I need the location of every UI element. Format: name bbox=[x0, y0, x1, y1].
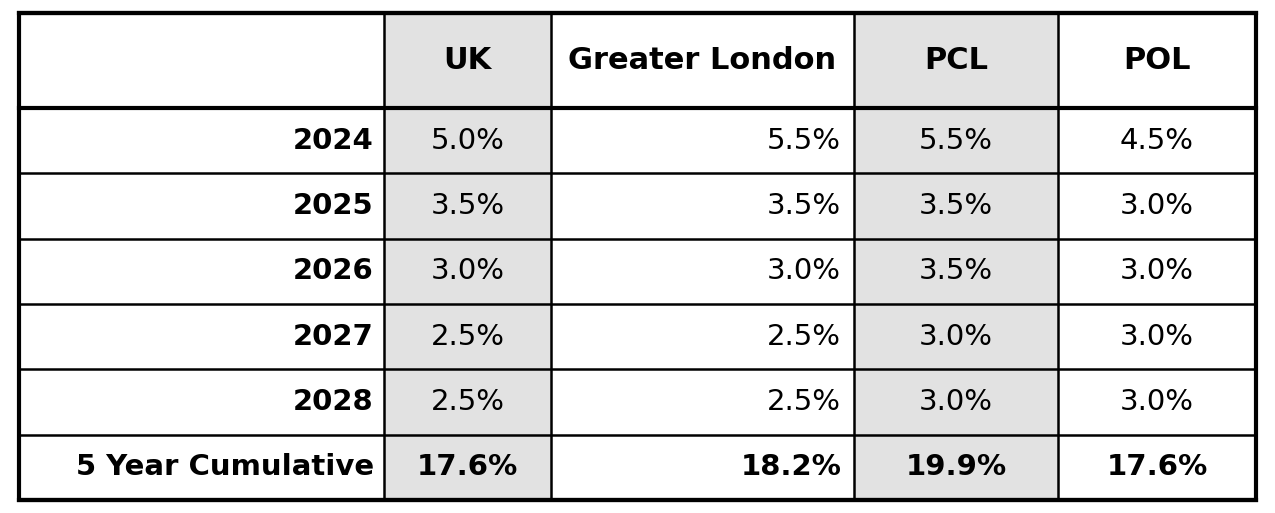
Text: UK: UK bbox=[444, 46, 492, 75]
Text: 3.5%: 3.5% bbox=[431, 192, 505, 220]
Text: 3.0%: 3.0% bbox=[1119, 192, 1193, 220]
Text: 5.5%: 5.5% bbox=[919, 127, 993, 154]
Text: 3.0%: 3.0% bbox=[431, 258, 505, 285]
Text: 3.0%: 3.0% bbox=[919, 388, 993, 416]
Text: 17.6%: 17.6% bbox=[1107, 453, 1207, 482]
Text: 3.0%: 3.0% bbox=[1119, 258, 1193, 285]
Text: 3.5%: 3.5% bbox=[919, 258, 993, 285]
Text: 5 Year Cumulative: 5 Year Cumulative bbox=[75, 453, 374, 482]
Bar bbox=[854, 13, 1058, 500]
Text: 18.2%: 18.2% bbox=[741, 453, 842, 482]
Text: 19.9%: 19.9% bbox=[905, 453, 1006, 482]
Bar bbox=[384, 13, 551, 500]
Text: 17.6%: 17.6% bbox=[417, 453, 518, 482]
Text: 3.5%: 3.5% bbox=[768, 192, 842, 220]
Text: 3.0%: 3.0% bbox=[768, 258, 842, 285]
Text: Greater London: Greater London bbox=[569, 46, 836, 75]
Text: 5.0%: 5.0% bbox=[431, 127, 505, 154]
Text: 3.0%: 3.0% bbox=[1119, 388, 1193, 416]
Text: 2028: 2028 bbox=[293, 388, 374, 416]
Text: 2.5%: 2.5% bbox=[431, 388, 505, 416]
Text: 2.5%: 2.5% bbox=[431, 323, 505, 351]
Text: 3.5%: 3.5% bbox=[919, 192, 993, 220]
Text: 2024: 2024 bbox=[293, 127, 374, 154]
Text: POL: POL bbox=[1123, 46, 1191, 75]
Text: 2025: 2025 bbox=[293, 192, 374, 220]
Text: 3.0%: 3.0% bbox=[919, 323, 993, 351]
Text: 5.5%: 5.5% bbox=[768, 127, 842, 154]
Text: 2.5%: 2.5% bbox=[768, 388, 842, 416]
Text: 2026: 2026 bbox=[293, 258, 374, 285]
Text: PCL: PCL bbox=[924, 46, 988, 75]
Text: 2.5%: 2.5% bbox=[768, 323, 842, 351]
Text: 2027: 2027 bbox=[293, 323, 374, 351]
Text: 4.5%: 4.5% bbox=[1119, 127, 1193, 154]
Text: 3.0%: 3.0% bbox=[1119, 323, 1193, 351]
